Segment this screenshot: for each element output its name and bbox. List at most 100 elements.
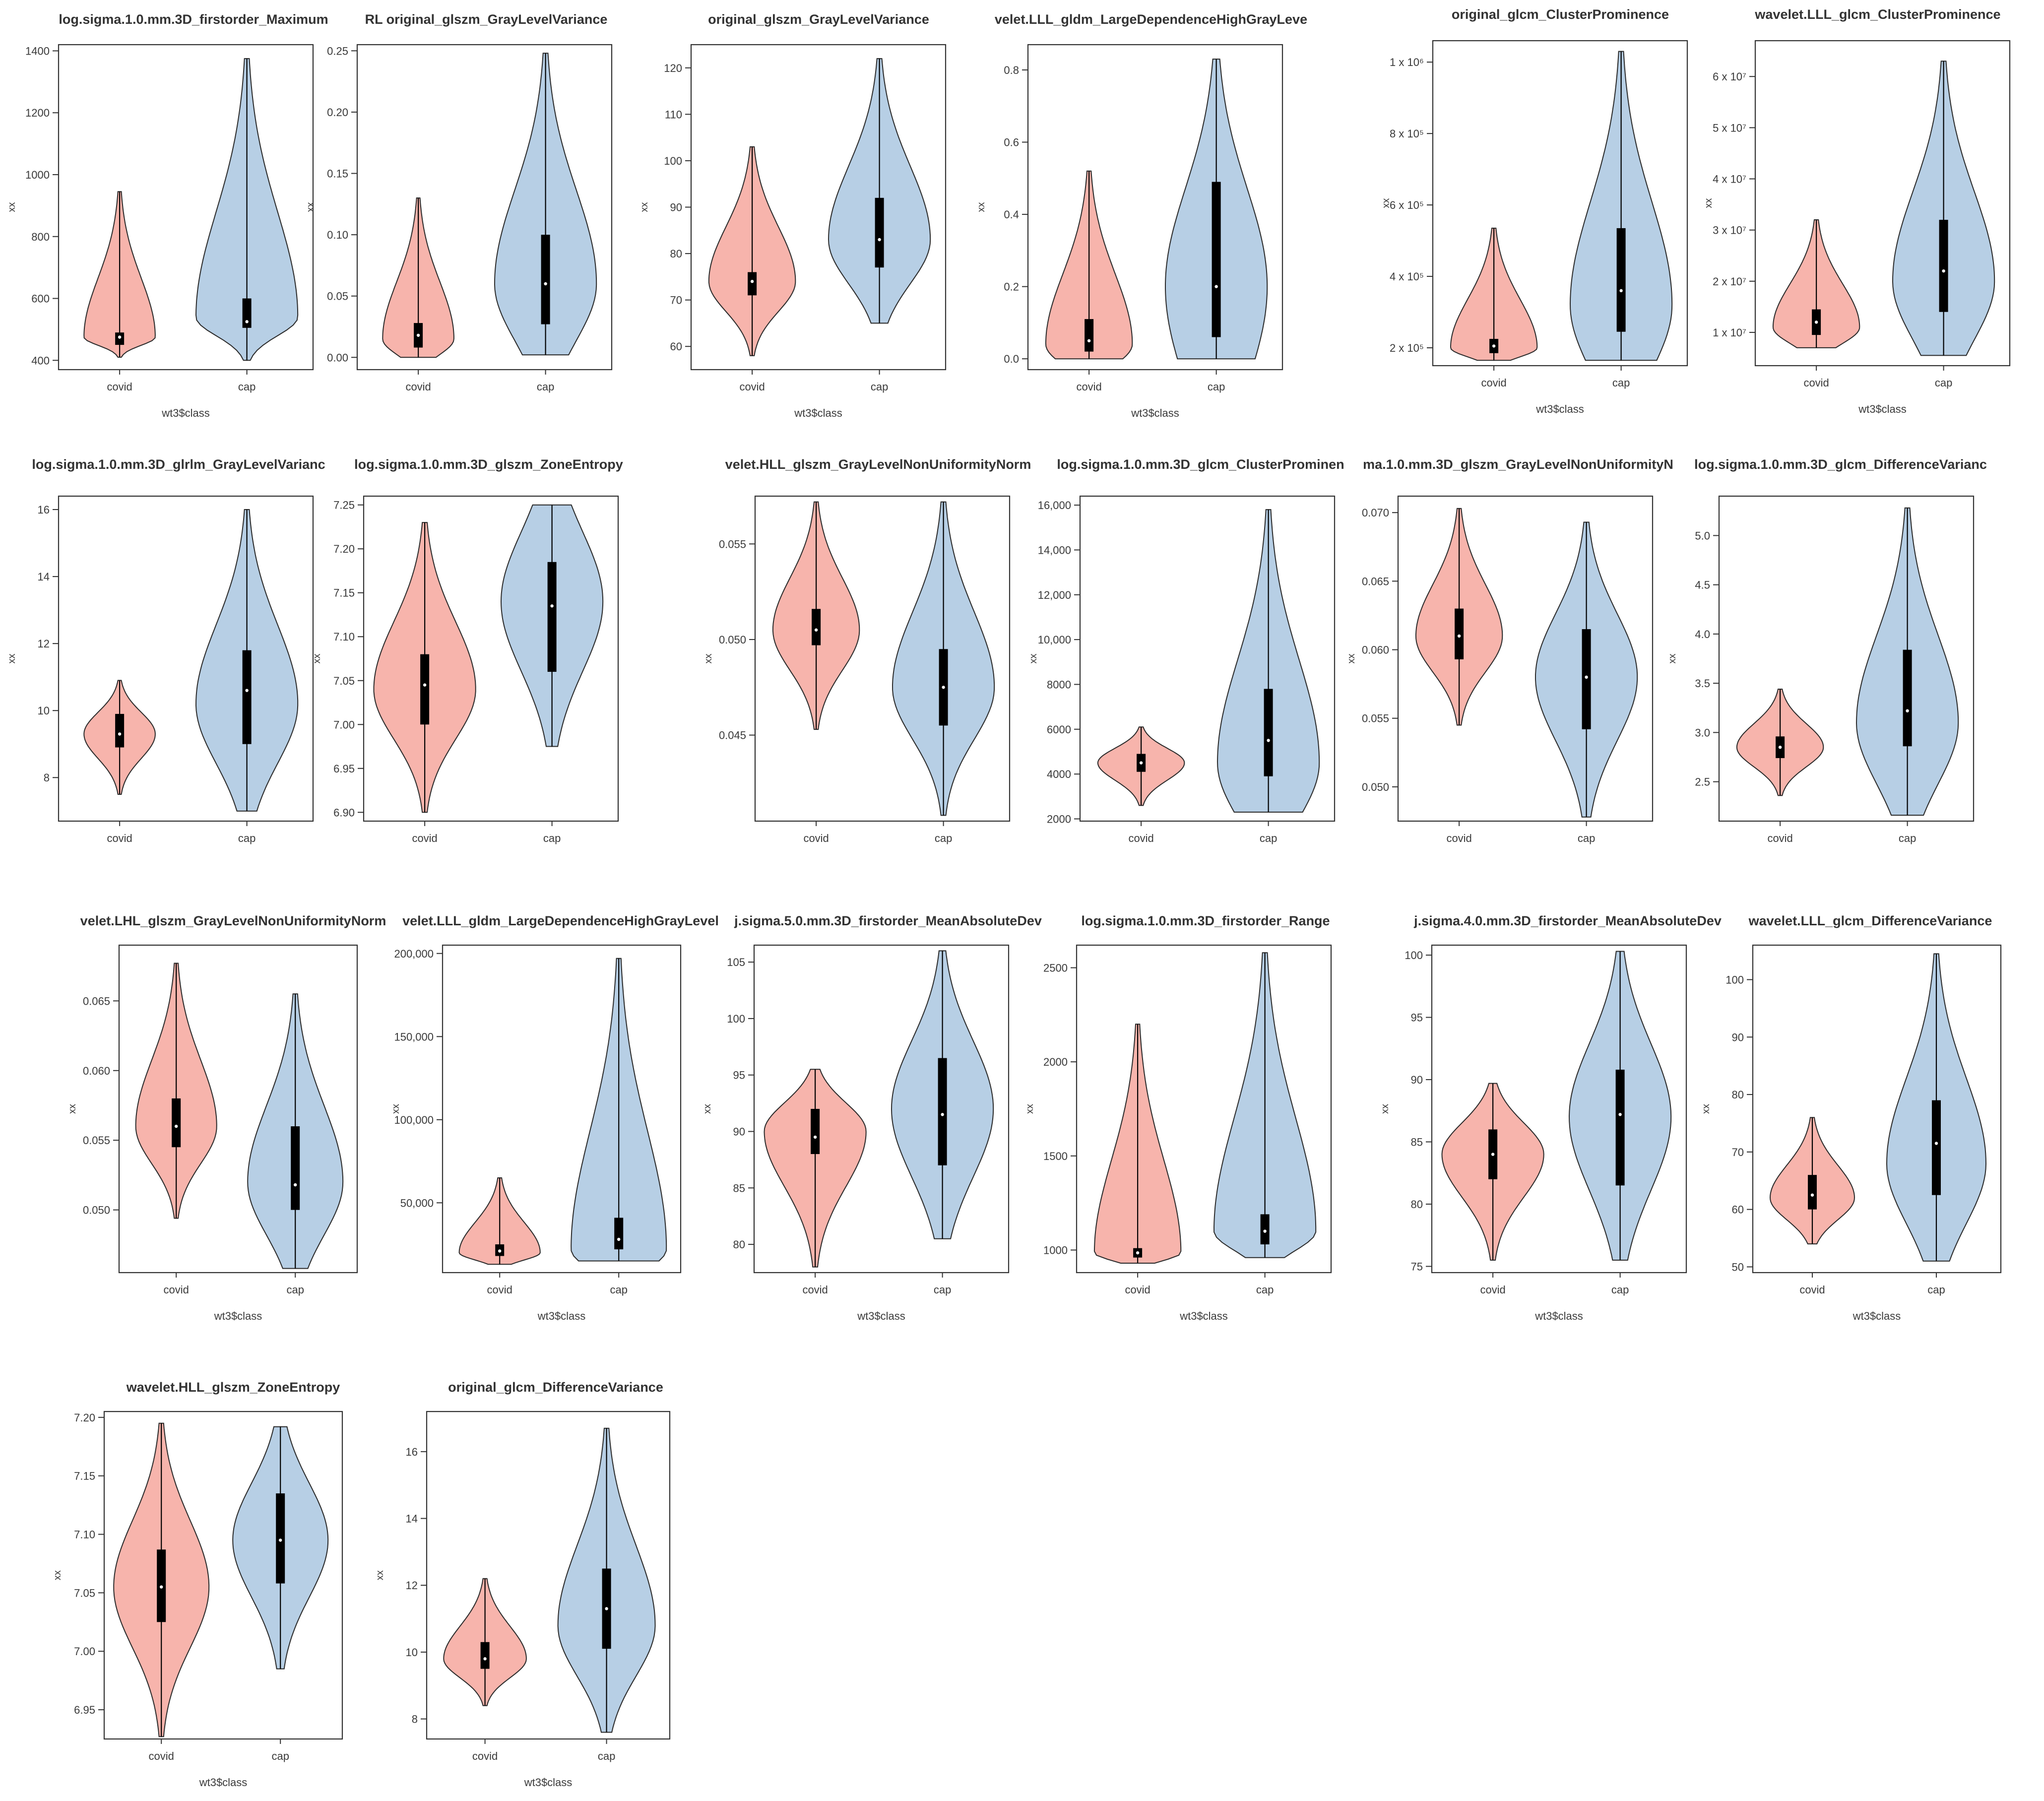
y-tick-label: 0.065 <box>1362 575 1389 587</box>
cap-iqr-box <box>1932 1100 1941 1195</box>
cap-median-point <box>279 1539 282 1542</box>
covid-iqr-box <box>812 609 821 645</box>
covid-median-point <box>118 732 122 736</box>
y-tick-label: 6000 <box>1047 723 1071 736</box>
category-label: cap <box>543 832 561 844</box>
plot-frame <box>1431 944 1687 1274</box>
y-tick-label: 4.5 <box>1695 579 1710 591</box>
y-tick-label: 7.15 <box>74 1470 95 1482</box>
y-axis-label: xx <box>1703 198 1714 208</box>
y-tick-label: 0.25 <box>327 45 348 57</box>
y-tick-label: 0.070 <box>1362 507 1389 519</box>
cap-median-point <box>550 604 554 608</box>
y-tick-label: 4000 <box>1047 768 1071 780</box>
x-axis-label: wt3$class <box>1534 1310 1583 1322</box>
y-axis-label: xx <box>703 654 714 664</box>
y-tick-label: 7.25 <box>333 499 355 512</box>
y-tick-label: 12 <box>38 638 50 650</box>
y-tick-label: 60 <box>1732 1204 1744 1216</box>
category-label: cap <box>871 381 888 393</box>
y-tick-label: 0.20 <box>327 106 348 119</box>
category-label: cap <box>1260 832 1277 844</box>
y-tick-label: 80 <box>1732 1089 1744 1101</box>
y-tick-label: 6.95 <box>333 763 355 775</box>
y-tick-label: 0.00 <box>327 351 348 364</box>
y-tick-label: 6 x 10⁷ <box>1713 70 1746 83</box>
y-tick-label: 16 <box>406 1446 418 1458</box>
y-tick-label: 7.05 <box>333 675 355 687</box>
y-tick-label: 80 <box>1411 1198 1423 1211</box>
covid-iqr-box <box>420 654 430 725</box>
panel-title: original_glcm_ClusterProminence <box>1452 7 1669 22</box>
y-tick-label: 0.4 <box>1004 208 1019 221</box>
category-label: cap <box>934 1284 951 1296</box>
y-tick-label: 2000 <box>1047 813 1071 825</box>
covid-median-point <box>118 335 122 339</box>
y-tick-label: 2000 <box>1043 1056 1068 1068</box>
y-tick-label: 5 x 10⁷ <box>1713 122 1746 134</box>
x-axis-label: wt3$class <box>857 1310 905 1322</box>
panel-title: ma.1.0.mm.3D_glszm_GrayLevelNonUniformit… <box>1363 457 1673 472</box>
category-label: covid <box>107 381 132 393</box>
y-tick-label: 0.055 <box>719 538 746 550</box>
y-tick-label: 2 x 10⁷ <box>1713 275 1746 288</box>
violin-panel: log.sigma.1.0.mm.3D_glszm_ZoneEntropy 6.9… <box>312 457 623 844</box>
y-tick-label: 2 x 10⁵ <box>1390 342 1424 354</box>
cap-median-point <box>617 1237 621 1241</box>
panel-title: velet.LLL_gldm_LargeDependenceHighGrayLe… <box>995 12 1307 27</box>
category-label: covid <box>1125 1284 1150 1296</box>
category-label: cap <box>271 1750 289 1762</box>
plot-frame <box>58 44 314 371</box>
category-label: covid <box>1767 832 1792 844</box>
cap-median-point <box>1585 675 1588 679</box>
y-tick-label: 100 <box>1405 949 1423 962</box>
y-tick-label: 2.5 <box>1695 776 1710 788</box>
cap-iqr-box <box>1264 689 1273 776</box>
x-axis-label: wt3$class <box>1858 403 1907 415</box>
covid-median-point <box>416 333 420 337</box>
covid-median-point <box>423 683 427 687</box>
plot-frame <box>753 944 1010 1274</box>
panel-title: velet.HLL_glszm_GrayLevelNonUniformityNo… <box>725 457 1031 472</box>
y-tick-label: 60 <box>670 340 682 353</box>
y-axis-label: xx <box>375 1570 385 1580</box>
category-label: cap <box>935 832 952 844</box>
category-label: cap <box>1611 1284 1629 1296</box>
y-tick-label: 1200 <box>25 107 50 119</box>
cap-median-point <box>942 686 945 689</box>
plot-frame <box>426 1411 671 1740</box>
y-axis-label: xx <box>312 654 322 664</box>
y-tick-label: 14 <box>38 571 50 583</box>
y-tick-label: 75 <box>1411 1260 1423 1273</box>
cap-median-point <box>941 1113 944 1116</box>
cap-iqr-box <box>614 1218 624 1250</box>
covid-median-point <box>1457 634 1461 638</box>
y-tick-label: 7.15 <box>333 587 355 599</box>
y-tick-label: 0.055 <box>83 1134 110 1147</box>
category-label: covid <box>472 1750 498 1762</box>
y-tick-label: 150,000 <box>394 1030 434 1043</box>
violin-panel: original_glcm_DifferenceVariance 8 10 12 14 1… <box>375 1380 671 1789</box>
y-tick-label: 120 <box>664 62 682 74</box>
cap-median-point <box>1267 739 1270 742</box>
y-tick-label: 8000 <box>1047 678 1071 691</box>
violin-panel: original_glszm_GrayLevelVariance 60 70 80 90… <box>639 12 947 419</box>
panel-title: log.sigma.1.0.mm.3D_firstorder_Maximum <box>59 12 328 27</box>
x-axis-label: wt3$class <box>794 407 842 419</box>
plot-frame <box>442 944 682 1274</box>
y-tick-label: 7.05 <box>74 1587 95 1599</box>
x-axis-label: wt3$class <box>1852 1310 1901 1322</box>
panel-title: wavelet.HLL_glszm_ZoneEntropy <box>126 1380 340 1395</box>
y-axis-label: xx <box>1024 1104 1035 1114</box>
y-tick-label: 7.20 <box>74 1412 95 1424</box>
plot-frame <box>58 495 314 822</box>
y-tick-label: 16 <box>38 504 50 516</box>
y-tick-label: 7.10 <box>74 1529 95 1541</box>
covid-median-point <box>498 1249 502 1253</box>
covid-median-point <box>160 1585 163 1589</box>
plot-frame <box>1754 40 2011 367</box>
category-label: cap <box>1208 381 1225 393</box>
plot-frame <box>1397 495 1654 822</box>
y-tick-label: 400 <box>31 354 50 367</box>
